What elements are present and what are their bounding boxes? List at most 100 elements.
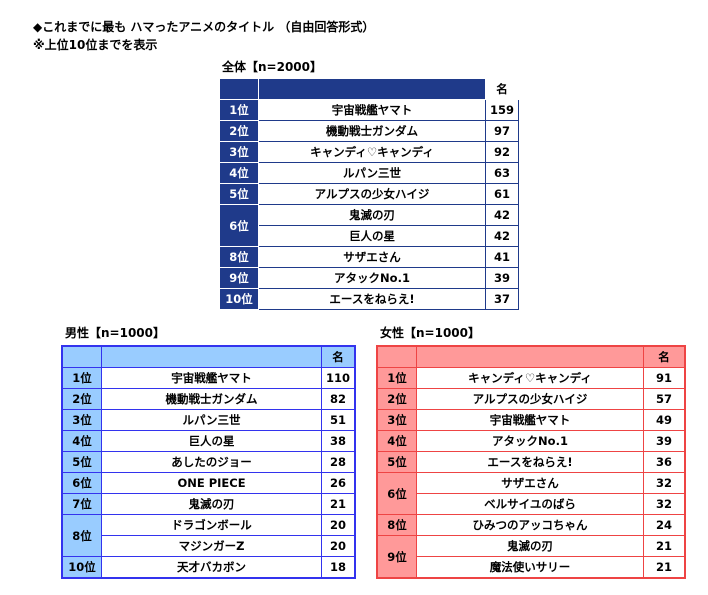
count-cell: 159 xyxy=(485,99,519,121)
count-header: 名 xyxy=(485,78,519,100)
count-cell: 20 xyxy=(321,535,356,557)
table-row: 6位 鬼滅の刃 42 xyxy=(219,204,519,247)
header-row: 名 xyxy=(376,345,686,368)
count-cell: 21 xyxy=(643,556,686,579)
rank-cell: 2位 xyxy=(376,388,417,410)
count-cell: 39 xyxy=(643,430,686,452)
count-cell: 41 xyxy=(485,246,519,268)
count-cell: 38 xyxy=(321,430,356,452)
table-row: 2位 機動戦士ガンダム 82 xyxy=(61,388,356,410)
count-cell: 92 xyxy=(485,141,519,163)
count-cell: 28 xyxy=(321,451,356,473)
rank-cell: 5位 xyxy=(219,183,259,205)
count-cell: 18 xyxy=(321,556,356,579)
title-cell: 鬼滅の刃 xyxy=(258,204,486,226)
rank-cell: 7位 xyxy=(61,493,102,515)
count-cell: 39 xyxy=(485,267,519,289)
title-cell: キャンディ♡キャンディ xyxy=(416,367,644,389)
title-cell: 宇宙戦艦ヤマト xyxy=(101,367,322,389)
rank-cell: 8位 xyxy=(219,246,259,268)
title-cell: 天才バカボン xyxy=(101,556,322,579)
count-cell: 63 xyxy=(485,162,519,184)
count-cell: 26 xyxy=(321,472,356,494)
count-cell: 21 xyxy=(321,493,356,515)
title-cell: 巨人の星 xyxy=(258,225,486,247)
count-header: 名 xyxy=(643,345,686,368)
rank-cell: 4位 xyxy=(219,162,259,184)
table-row: 10位 エースをねらえ! 37 xyxy=(219,288,519,310)
table-row: 5位 エースをねらえ! 36 xyxy=(376,451,686,473)
count-cell: 97 xyxy=(485,120,519,142)
count-cell: 110 xyxy=(321,367,356,389)
title-cell: ルパン三世 xyxy=(258,162,486,184)
count-cell: 82 xyxy=(321,388,356,410)
count-cell: 42 xyxy=(485,225,519,247)
count-cell: 24 xyxy=(643,514,686,536)
rank-cell: 5位 xyxy=(61,451,102,473)
label-all: 全体【n=2000】 xyxy=(222,60,322,74)
table-row: 魔法使いサリー 21 xyxy=(377,556,686,579)
rank-cell: 6位 xyxy=(376,472,417,515)
rank-cell: 3位 xyxy=(219,141,259,163)
table-row: 8位 ひみつのアッコちゃん 24 xyxy=(376,514,686,536)
rank-cell: 5位 xyxy=(376,451,417,473)
table-row: 1位 キャンディ♡キャンディ 91 xyxy=(376,367,686,389)
header-row: 名 xyxy=(219,78,519,100)
count-header: 名 xyxy=(321,345,356,368)
rank-cell: 9位 xyxy=(219,267,259,289)
title-cell: 宇宙戦艦ヤマト xyxy=(416,409,644,431)
table-row: 4位 巨人の星 38 xyxy=(61,430,356,452)
rank-cell: 6位 xyxy=(61,472,102,494)
table-row: 5位 あしたのジョー 28 xyxy=(61,451,356,473)
title-cell: 鬼滅の刃 xyxy=(416,535,644,557)
table-row: 5位 アルプスの少女ハイジ 61 xyxy=(219,183,519,205)
table-row: 4位 ルパン三世 63 xyxy=(219,162,519,184)
count-cell: 37 xyxy=(485,288,519,310)
title-cell: アタックNo.1 xyxy=(416,430,644,452)
table-row: 1位 宇宙戦艦ヤマト 159 xyxy=(219,99,519,121)
title-cell: 宇宙戦艦ヤマト xyxy=(258,99,486,121)
rank-cell: 1位 xyxy=(219,99,259,121)
title-cell: ベルサイユのばら xyxy=(416,493,644,515)
title-cell: アルプスの少女ハイジ xyxy=(258,183,486,205)
table-row: 9位 アタックNo.1 39 xyxy=(219,267,519,289)
table-row: ベルサイユのばら 32 xyxy=(377,493,686,515)
table-row: マジンガーZ 20 xyxy=(62,535,356,557)
title-cell: エースをねらえ! xyxy=(258,288,486,310)
title-cell: あしたのジョー xyxy=(101,451,322,473)
rank-cell: 2位 xyxy=(61,388,102,410)
title-cell: ドラゴンボール xyxy=(101,514,322,536)
title-cell: キャンディ♡キャンディ xyxy=(258,141,486,163)
title-cell: 機動戦士ガンダム xyxy=(101,388,322,410)
rank-cell: 1位 xyxy=(61,367,102,389)
count-cell: 91 xyxy=(643,367,686,389)
count-cell: 32 xyxy=(643,493,686,515)
table-row: 3位 ルパン三世 51 xyxy=(61,409,356,431)
ranking-table-all: 名 1位 宇宙戦艦ヤマト 159 2位 機動戦士ガンダム 97 3位 キャンディ♡キャンディ 92… xyxy=(219,78,519,310)
note: ※上位10位までを表示 xyxy=(33,38,158,52)
count-cell: 49 xyxy=(643,409,686,431)
table-row: 8位 ドラゴンボール 20 xyxy=(61,514,356,557)
title-cell: 鬼滅の刃 xyxy=(101,493,322,515)
table-row: 6位 サザエさん 32 xyxy=(376,472,686,515)
title-cell: マジンガーZ xyxy=(101,535,322,557)
rank-cell: 10位 xyxy=(61,556,102,579)
page-title: ◆これまでに最も ハマったアニメのタイトル （自由回答形式） xyxy=(33,20,375,34)
rank-cell: 8位 xyxy=(61,514,102,557)
title-cell: ひみつのアッコちゃん xyxy=(416,514,644,536)
count-cell: 32 xyxy=(643,472,686,494)
table-row: 2位 機動戦士ガンダム 97 xyxy=(219,120,519,142)
count-cell: 21 xyxy=(643,535,686,557)
table-row: 1位 宇宙戦艦ヤマト 110 xyxy=(61,367,356,389)
table-row: 9位 鬼滅の刃 21 xyxy=(376,535,686,579)
header-row: 名 xyxy=(61,345,356,368)
count-cell: 61 xyxy=(485,183,519,205)
rank-cell: 10位 xyxy=(219,288,259,310)
rank-cell: 3位 xyxy=(376,409,417,431)
title-cell: ルパン三世 xyxy=(101,409,322,431)
rank-cell: 1位 xyxy=(376,367,417,389)
ranking-table-male: 名 1位 宇宙戦艦ヤマト 110 2位 機動戦士ガンダム 82 3位 ルパン三世 51 4位 巨人の星… xyxy=(61,345,356,579)
table-row: 6位 ONE PIECE 26 xyxy=(61,472,356,494)
rank-cell: 8位 xyxy=(376,514,417,536)
